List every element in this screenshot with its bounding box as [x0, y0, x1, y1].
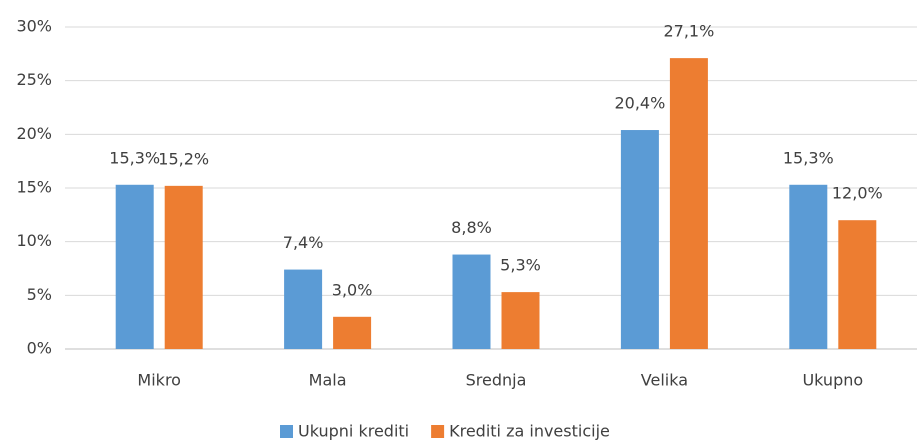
bar	[164, 185, 203, 349]
data-label: 15,3%	[109, 148, 160, 167]
bar	[669, 58, 708, 349]
y-tick-label: 10%	[16, 231, 52, 250]
data-label: 3,0%	[332, 280, 373, 299]
x-tick-label: Mikro	[137, 371, 181, 390]
x-tick-label: Velika	[641, 371, 688, 390]
y-tick-label: 20%	[16, 124, 52, 143]
y-tick-label: 30%	[16, 17, 52, 36]
legend-swatch	[431, 425, 445, 438]
data-label: 27,1%	[663, 22, 714, 41]
legend-swatch	[280, 425, 293, 438]
data-label: 12,0%	[832, 184, 883, 203]
data-label: 7,4%	[283, 233, 324, 252]
x-tick-label: Srednja	[466, 371, 527, 390]
bar	[452, 254, 491, 349]
data-label: 8,8%	[451, 218, 492, 237]
data-label: 15,2%	[158, 149, 209, 168]
x-tick-label: Mala	[309, 371, 347, 390]
bar	[838, 220, 877, 349]
legend-label: Krediti za investicije	[449, 422, 610, 441]
bar	[501, 292, 540, 349]
bar	[789, 184, 828, 349]
x-tick-label: Ukupno	[802, 371, 863, 390]
y-tick-label: 15%	[16, 178, 52, 197]
y-tick-label: 0%	[27, 339, 52, 358]
data-label: 20,4%	[614, 94, 665, 113]
y-tick-label: 5%	[27, 285, 52, 304]
bar	[620, 130, 659, 349]
bar	[284, 269, 323, 349]
legend-label: Ukupni krediti	[298, 422, 409, 441]
data-label: 5,3%	[500, 256, 541, 275]
data-label: 15,3%	[783, 148, 834, 167]
bar	[333, 316, 372, 349]
y-tick-label: 25%	[16, 70, 52, 89]
bar	[115, 184, 154, 349]
